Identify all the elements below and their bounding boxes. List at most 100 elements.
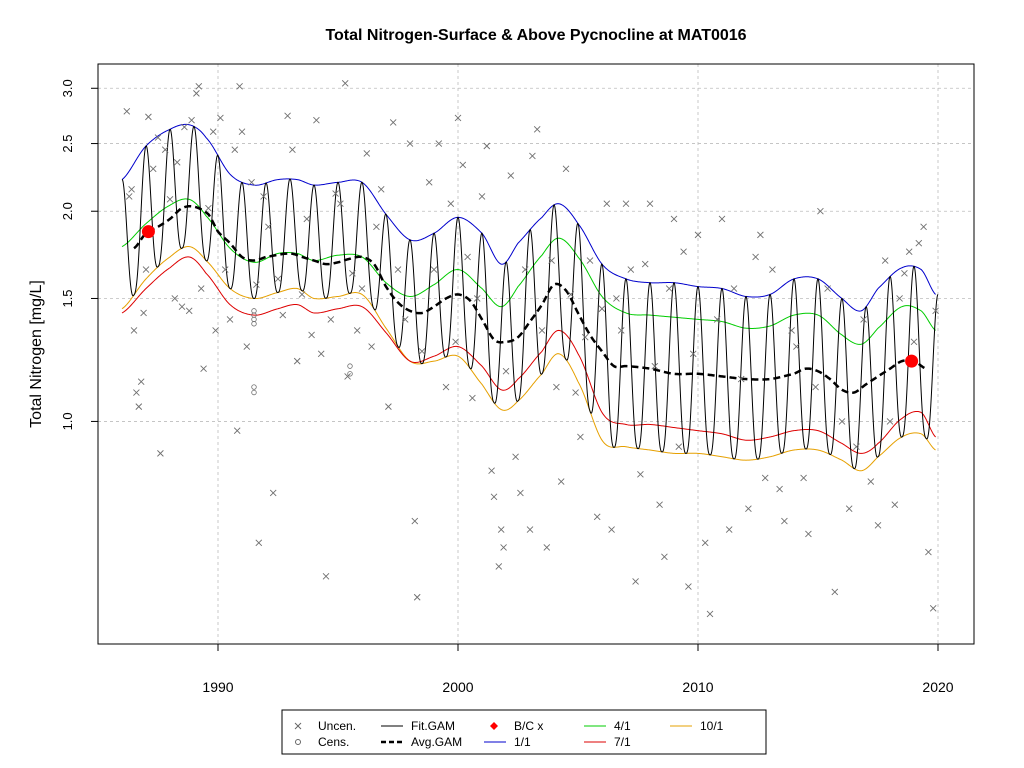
uncensored-point-stroke xyxy=(231,146,239,154)
uncensored-point-stroke xyxy=(817,207,824,215)
uncensored-point xyxy=(394,266,402,273)
uncensored-point-stroke xyxy=(543,544,551,551)
scatter-group xyxy=(123,79,939,618)
uncensored-point-stroke xyxy=(670,215,678,223)
uncensored-point xyxy=(274,275,282,283)
uncensored-point xyxy=(308,331,315,339)
uncensored-point-stroke xyxy=(125,193,133,200)
x-tick-label: 2020 xyxy=(922,679,953,695)
uncensored-point-stroke xyxy=(896,295,903,302)
uncensored-point xyxy=(793,343,800,350)
uncensored-point xyxy=(289,146,296,154)
uncensored-point-stroke xyxy=(123,108,131,115)
uncensored-point-stroke xyxy=(284,112,291,120)
legend-item: B/C x xyxy=(490,719,543,733)
uncensored-point xyxy=(377,185,385,193)
uncensored-point xyxy=(805,530,812,538)
x-axis: 1990 2000 2010 2020 xyxy=(202,643,954,695)
uncensored-point xyxy=(200,365,207,372)
series-line xyxy=(121,246,936,472)
uncensored-point-stroke xyxy=(553,383,560,391)
censored-point xyxy=(251,308,257,314)
uncensored-point-stroke xyxy=(303,215,311,223)
uncensored-point-stroke xyxy=(718,215,726,223)
uncensored-point-stroke xyxy=(706,610,714,618)
uncensored-point xyxy=(557,478,565,485)
uncensored-point xyxy=(577,433,584,441)
uncensored-point-stroke xyxy=(675,443,683,451)
uncensored-point-stroke xyxy=(665,285,673,292)
uncensored-point-stroke xyxy=(483,142,491,150)
uncensored-point-stroke xyxy=(447,200,455,208)
uncensored-point-stroke xyxy=(411,517,419,525)
uncensored-point-stroke xyxy=(473,295,481,302)
grid xyxy=(98,64,974,644)
uncensored-point-stroke xyxy=(737,375,745,383)
uncensored-point xyxy=(675,443,683,451)
uncensored-point xyxy=(637,470,644,478)
uncensored-point-stroke xyxy=(221,266,229,273)
uncensored-point xyxy=(265,223,272,231)
uncensored-point xyxy=(217,114,224,122)
uncensored-point xyxy=(845,505,853,512)
uncensored-point-stroke xyxy=(413,593,421,601)
uncensored-point-stroke xyxy=(308,331,315,339)
uncensored-point xyxy=(495,563,503,570)
uncensored-point xyxy=(730,285,738,292)
uncensored-point xyxy=(469,394,476,402)
uncensored-point-stroke xyxy=(317,350,325,358)
uncensored-point-stroke xyxy=(157,450,164,457)
uncensored-point-stroke xyxy=(344,373,351,380)
uncensored-point-stroke xyxy=(853,443,860,451)
uncensored-point-stroke xyxy=(401,316,409,323)
x-tick-label: 2000 xyxy=(442,679,473,695)
uncensored-point-stroke xyxy=(185,307,193,315)
uncensored-point-stroke xyxy=(353,327,361,334)
uncensored-point xyxy=(344,373,351,380)
uncensored-point xyxy=(459,161,467,169)
series-group xyxy=(121,123,939,472)
uncensored-point-stroke xyxy=(598,305,606,313)
uncensored-point xyxy=(646,200,654,208)
uncensored-point-stroke xyxy=(637,470,644,478)
x-tick-label: 1990 xyxy=(202,679,233,695)
uncensored-point-stroke xyxy=(435,140,443,147)
legend-item: Uncen. xyxy=(294,719,356,733)
uncensored-point-stroke xyxy=(130,327,138,334)
uncensored-point xyxy=(322,573,330,580)
uncensored-point xyxy=(337,200,344,208)
uncensored-point xyxy=(497,526,505,533)
uncensored-point-stroke xyxy=(656,501,663,508)
uncensored-point-stroke xyxy=(269,489,277,497)
uncensored-point-stroke xyxy=(730,285,738,292)
uncensored-point xyxy=(881,257,889,264)
uncensored-point xyxy=(521,266,529,273)
uncensored-point xyxy=(543,544,551,551)
uncensored-point xyxy=(473,295,481,302)
uncensored-point-stroke xyxy=(255,539,263,547)
uncensored-point xyxy=(713,316,721,323)
uncensored-point-stroke xyxy=(425,179,433,186)
uncensored-point xyxy=(389,119,397,126)
uncensored-point-stroke xyxy=(478,193,486,200)
uncensored-point-stroke xyxy=(337,200,344,208)
uncensored-point-stroke xyxy=(548,257,555,264)
uncensored-point-stroke xyxy=(586,257,594,264)
uncensored-point xyxy=(142,266,150,273)
uncensored-point xyxy=(430,266,438,273)
uncensored-point-stroke xyxy=(593,513,601,521)
uncensored-point xyxy=(661,553,668,561)
legend-symbol-diamond xyxy=(490,722,498,730)
uncensored-point xyxy=(236,82,243,90)
legend-label: B/C x xyxy=(514,719,543,733)
uncensored-point xyxy=(260,193,267,200)
legend-item: 1/1 xyxy=(484,735,531,749)
uncensored-point xyxy=(694,231,702,239)
uncensored-point-stroke xyxy=(502,367,510,375)
uncensored-point-stroke xyxy=(752,253,759,261)
uncensored-point xyxy=(752,253,759,261)
uncensored-point xyxy=(896,295,903,302)
uncensored-point xyxy=(425,179,433,186)
uncensored-point-stroke xyxy=(910,338,918,346)
uncensored-point xyxy=(641,260,649,268)
